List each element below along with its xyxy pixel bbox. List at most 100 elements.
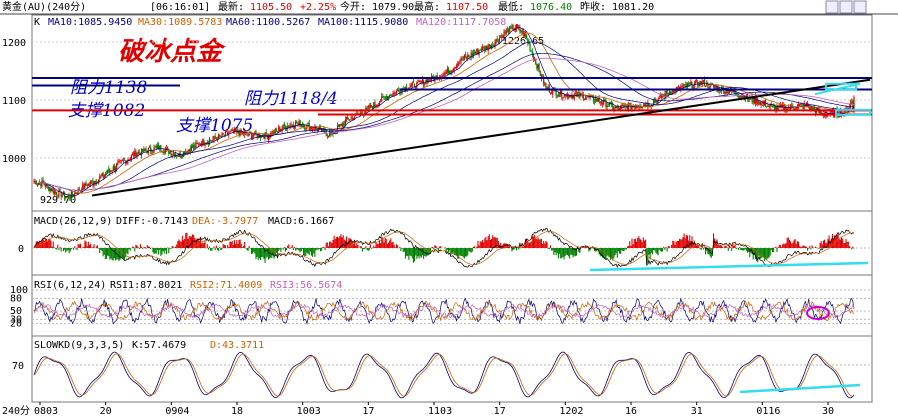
candle-body [393,92,395,95]
candle-body [282,124,284,129]
candle-body [370,105,373,108]
candle-body [724,92,726,95]
candle-body [364,112,366,115]
candle-body [767,105,769,107]
candle-body [681,86,683,88]
candle-body [676,87,678,89]
prev-button[interactable] [839,0,853,14]
candle-body [669,91,672,95]
candle-body [481,46,484,51]
candle-body [194,145,196,148]
resistance-1138-label: 阻力1138 [70,78,147,98]
candle-body [690,81,692,85]
candle-body [379,101,382,103]
candle-body [435,75,437,77]
candle-body [56,191,58,195]
kd-panel [31,335,873,403]
candle-body [780,104,783,107]
candle-body [626,105,629,111]
candle-body [394,93,396,95]
candle-body [373,102,375,109]
candle-body [788,107,791,109]
candle-body [122,160,125,162]
candle-body [104,174,106,177]
candle-body [191,146,194,148]
candle-body [555,90,557,96]
candle-body [295,121,297,127]
candle-body [293,126,296,128]
candle-body [167,146,169,149]
candle-body [442,75,444,78]
candle-body [221,133,223,136]
zoom-button[interactable] [825,0,839,14]
candle-body [343,123,345,125]
candle-body [570,94,572,98]
candle-body [273,131,275,134]
candle-body [748,98,750,100]
x-tick-label: 18 [231,406,243,417]
candle-body [203,140,205,145]
candle-body [383,96,385,98]
candle-body [655,100,657,102]
candle-body [327,136,330,138]
candle-body [616,106,618,109]
candle-body [90,181,92,184]
candle-body [70,191,72,199]
candle-body [263,136,265,139]
candle-body [195,142,197,149]
candle-body [121,160,123,162]
candle-body [386,96,388,101]
candle-body [94,180,96,184]
candle-body [156,145,159,148]
candle-body [292,124,294,128]
candle-body [451,70,453,72]
candle-body [836,108,838,116]
candle-body [468,54,470,56]
candle-body [606,105,608,107]
rsi-tick-label: 80 [10,293,22,304]
candle-body [190,146,193,152]
header-low-label: 最低: [498,0,524,13]
ma30-line [38,32,855,194]
candle-body [95,180,97,183]
candle-body [220,136,222,138]
candle-body [638,106,640,108]
candle-body [329,132,331,136]
ma100-line [38,52,854,191]
candle-body [453,67,455,71]
candle-body [754,95,757,104]
candle-body [505,30,507,34]
candle-body [287,125,289,129]
candle-body [746,93,749,99]
candle-body [417,80,419,82]
candle-body [127,159,129,162]
macd-value: MACD:6.1667 [268,216,334,227]
candle-body [494,42,496,48]
candle-body [312,128,314,130]
candle-body [241,132,243,134]
candle-body [739,96,741,97]
rsi3-line [33,303,855,320]
candle-body [225,131,228,133]
candle-body [845,108,847,109]
candle-body [101,173,103,177]
candle-body [92,180,94,185]
candle-body [617,105,620,108]
candle-body [409,86,411,88]
candle-body [618,107,621,110]
candle-body [137,152,139,155]
candle-body [622,105,624,107]
candle-body [728,91,731,93]
candle-body [569,94,571,97]
next-button[interactable] [853,0,867,14]
candle-body [421,79,424,83]
candle-body [219,135,221,137]
candle-body [392,93,394,97]
candle-body [526,35,528,39]
candle-body [299,120,301,127]
candle-body [744,98,746,100]
resistance-1118-label: 阻力1118/4 [244,89,338,109]
candle-body [742,95,744,98]
candle-body [242,132,245,135]
